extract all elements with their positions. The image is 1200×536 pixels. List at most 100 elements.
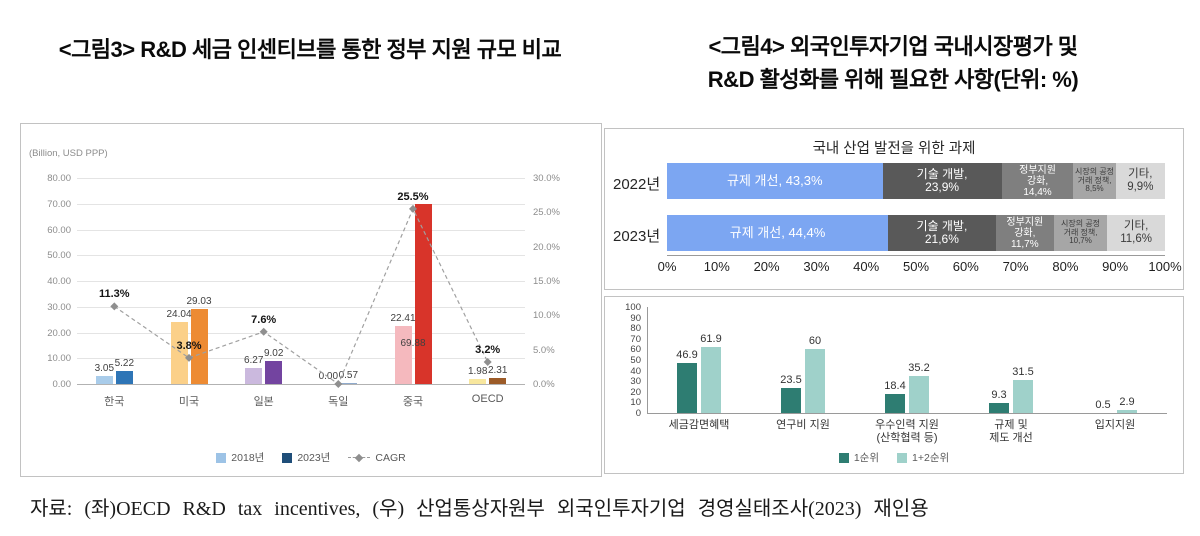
bar-rank <box>677 363 697 413</box>
bar-value-label: 69.88 <box>400 338 426 349</box>
bar-value-label: 9.02 <box>263 347 284 359</box>
right-chart-title-line2: R&D 활성화를 위해 필요한 사항(단위: %) <box>707 67 1079 92</box>
bar-2023 <box>414 204 432 384</box>
bar-value-label: 46.9 <box>676 349 698 362</box>
x-axis-tick: 70% <box>1002 259 1029 274</box>
bar-rank <box>1117 409 1137 413</box>
axis-unit-label: (Billion, USD PPP) <box>29 148 108 159</box>
y-axis-tick-left: 10.00 <box>47 353 71 365</box>
bar-value-label: 9.3 <box>991 389 1007 402</box>
y-axis-tick: 10 <box>630 397 641 409</box>
x-axis-line <box>647 413 1167 414</box>
gridline <box>77 229 525 231</box>
gridline <box>77 255 525 257</box>
stack-segment: 규제 개선, 44,4% <box>667 215 889 251</box>
gridline <box>77 178 525 179</box>
source-caption: 자료: (좌)OECD R&D tax incentives, (우) 산업통상… <box>30 498 929 520</box>
x-axis-tick: 100% <box>1148 259 1182 274</box>
y-axis-tick-left: 70.00 <box>47 198 71 210</box>
stack-segment: 기타, 11,6% <box>1107 215 1165 251</box>
y-axis-tick-left: 50.00 <box>47 250 71 262</box>
cagr-value-label: 7.6% <box>251 313 277 326</box>
bar-value-label: 23.5 <box>780 374 802 387</box>
legend-swatch <box>282 452 293 463</box>
y-axis-tick: 20 <box>630 386 641 398</box>
gridline <box>77 332 525 334</box>
stack-segment: 기타, 9,9% <box>1115 163 1165 199</box>
legend-label: CAGR <box>375 451 406 464</box>
industry-task-chart: 국내 산업 발전을 위한 과제 2022년 규제 개선, 43,3% 기술 개발, … <box>604 128 1184 290</box>
legend-item: 1+2순위 <box>897 450 949 465</box>
bar-value-label: 5.22 <box>114 357 135 369</box>
y-axis-line <box>647 307 648 413</box>
x-axis-line <box>667 255 1165 256</box>
x-category-label: 독일 <box>328 396 349 408</box>
y-axis-tick-right: 10.0% <box>533 310 560 322</box>
bar-rank <box>781 388 801 413</box>
bar-rank <box>1013 379 1033 413</box>
y-axis-tick-left: 0.00 <box>52 379 72 390</box>
x-axis-tick: 20% <box>753 259 780 274</box>
right-chart-title: <그림4> 외국인투자기업 국내시장평가 및 R&D 활성화를 위해 필요한 사… <box>604 30 1182 96</box>
cagr-value-label: 11.3% <box>99 288 130 301</box>
legend-swatch <box>216 452 227 463</box>
legend-item: 2018년 <box>216 450 264 465</box>
legend-swatch <box>838 452 849 463</box>
bar-rank <box>805 349 825 413</box>
x-axis-tick: 40% <box>853 259 880 274</box>
stack-segment: 정부지원 강화, 14,4% <box>1001 163 1074 199</box>
gridline <box>77 306 525 308</box>
y-axis-tick: 60 <box>630 344 641 356</box>
stack-segment: 규제 개선, 43,3% <box>667 163 883 199</box>
x-category-label: 우수인력 지원 (산학협력 등) <box>875 419 939 444</box>
bar-rank <box>909 375 929 413</box>
chart-legend: 1순위 1+2순위 <box>605 450 1183 465</box>
bar-2018 <box>245 367 263 384</box>
y-axis-tick: 30 <box>630 376 641 388</box>
legend-label: 2023년 <box>297 452 331 464</box>
bar-rank <box>701 347 721 413</box>
stack-segment: 기술 개발, 23,9% <box>882 163 1002 199</box>
bar-value-label: 2.31 <box>487 365 508 377</box>
y-axis-tick: 0 <box>635 408 641 419</box>
x-category-label: 규제 및 제도 개선 <box>989 419 1033 444</box>
legend-swatch <box>897 452 908 463</box>
legend-item: CAGR <box>348 451 406 464</box>
x-category-label: 중국 <box>402 396 424 408</box>
legend-label: 1순위 <box>853 452 880 464</box>
y-axis-tick: 50 <box>630 355 641 366</box>
bar-2018 <box>95 376 113 384</box>
left-chart-title: <그림3> R&D 세금 인센티브를 통한 정부 지원 규모 비교 <box>58 37 562 62</box>
y-axis-tick-left: 40.00 <box>47 276 71 287</box>
bar-2023 <box>339 382 357 384</box>
bar-value-label: 22.41 <box>390 313 416 325</box>
right-chart-title-line1: <그림4> 외국인투자기업 국내시장평가 및 <box>708 34 1078 59</box>
gridline <box>77 203 525 205</box>
bar-value-label: 29.03 <box>186 296 212 308</box>
row-label: 2023년 <box>613 228 661 245</box>
bar-value-label: 0.57 <box>338 369 359 381</box>
y-axis-tick-left: 80.00 <box>47 173 71 184</box>
bar-value-label: 18.4 <box>884 379 906 392</box>
x-category-label: 미국 <box>178 396 200 408</box>
legend-label: 2018년 <box>231 452 265 464</box>
y-axis-tick-right: 15.0% <box>533 276 560 287</box>
y-axis-tick-left: 30.00 <box>47 301 71 313</box>
x-axis-tick: 80% <box>1052 259 1079 274</box>
stack-segment: 시장의 공정 거래 정책, 8,5% <box>1073 163 1116 199</box>
y-axis-tick-right: 5.0% <box>533 344 555 356</box>
cagr-value-label: 25.5% <box>397 190 429 203</box>
x-category-label: 일본 <box>253 396 274 408</box>
x-category-label: OECD <box>471 393 504 405</box>
bar-rank <box>885 393 905 413</box>
row-label: 2022년 <box>613 176 661 193</box>
bar-value-label: 60 <box>808 335 822 348</box>
rnd-support-chart: (Billion, USD PPP) 0.00 10.00 20.00 30.00 40… <box>20 123 602 477</box>
y-axis-tick: 90 <box>630 312 641 324</box>
bar-2018 <box>170 322 188 384</box>
stack-chart-title: 국내 산업 발전을 위한 과제 <box>812 141 976 157</box>
cagr-value-label: 3.2% <box>475 344 501 356</box>
bar-value-label: 35.2 <box>908 361 930 374</box>
legend-label: 1+2순위 <box>912 452 950 464</box>
